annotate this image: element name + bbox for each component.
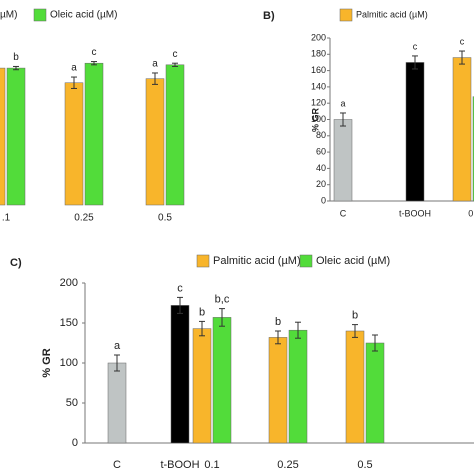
x-tick-label: 0. [468,208,474,218]
legend-label: µM) [0,10,17,21]
bar [107,362,127,444]
significance-label: c [413,41,418,51]
y-tick-label: 0 [72,437,78,449]
bar [288,329,308,444]
bar [192,328,212,444]
bar [333,119,353,202]
x-tick-label: .1 [2,213,11,224]
y-tick-label: 140 [311,81,326,91]
y-tick-label: 150 [60,317,78,329]
bar [170,305,190,444]
y-tick-label: 180 [311,49,326,59]
panel-title: B) [263,10,275,22]
x-tick-label: C [340,208,347,218]
bar [268,337,288,444]
significance-label: b,c [215,294,230,306]
x-tick-label: t-BOOH [160,459,199,471]
x-tick-label: t-BOOH [399,208,431,218]
y-tick-label: 160 [311,65,326,75]
legend-label: Oleic acid (µM) [50,10,117,21]
bar [145,78,165,206]
x-tick-label: 0.25 [74,213,94,224]
y-tick-label: 60 [316,146,326,156]
panel-title: C) [10,257,22,269]
legend-swatch [196,254,210,268]
significance-label: a [152,59,158,70]
significance-label: c [173,49,178,60]
bar [365,342,385,444]
y-tick-label: 100 [60,357,78,369]
significance-label: b [13,52,19,63]
significance-label: c [460,36,465,46]
significance-label: b [352,310,358,322]
bar [345,330,365,444]
x-tick-label: 0.5 [158,213,172,224]
legend-swatch [339,8,353,22]
y-tick-label: 200 [311,32,326,42]
x-tick-label: 0.5 [357,459,372,471]
legend-label: Palmitic acid (µM) [356,9,428,19]
y-tick-label: 50 [66,397,78,409]
legend-swatch [299,254,313,268]
bar [212,317,232,444]
y-tick-label: 100 [311,114,326,124]
y-tick-label: 20 [316,179,326,189]
significance-label: a [340,98,345,108]
x-tick-label: C [113,459,121,471]
bar [64,82,84,206]
y-tick-label: 40 [316,163,326,173]
y-tick-label: 0 [321,195,326,205]
significance-label: b [199,306,205,318]
y-tick-label: 200 [60,277,78,289]
x-tick-label: 0.25 [277,459,298,471]
bar [84,62,104,206]
bar [452,57,472,202]
significance-label: a [114,340,121,352]
y-axis-label: % GR [310,108,320,133]
legend-label: Palmitic acid (µM) [213,255,301,267]
significance-label: c [177,282,183,294]
bar [405,62,425,202]
significance-label: c [92,47,97,58]
bar [6,67,26,206]
legend-swatch [33,8,47,22]
legend-label: Oleic acid (µM) [316,255,390,267]
y-tick-label: 120 [311,98,326,108]
bar [165,64,185,206]
bar [0,67,6,206]
significance-label: a [71,63,77,74]
x-tick-label: 0.1 [204,459,219,471]
significance-label: b [275,316,281,328]
y-axis-label: % GR [41,348,53,377]
y-tick-label: 80 [316,130,326,140]
